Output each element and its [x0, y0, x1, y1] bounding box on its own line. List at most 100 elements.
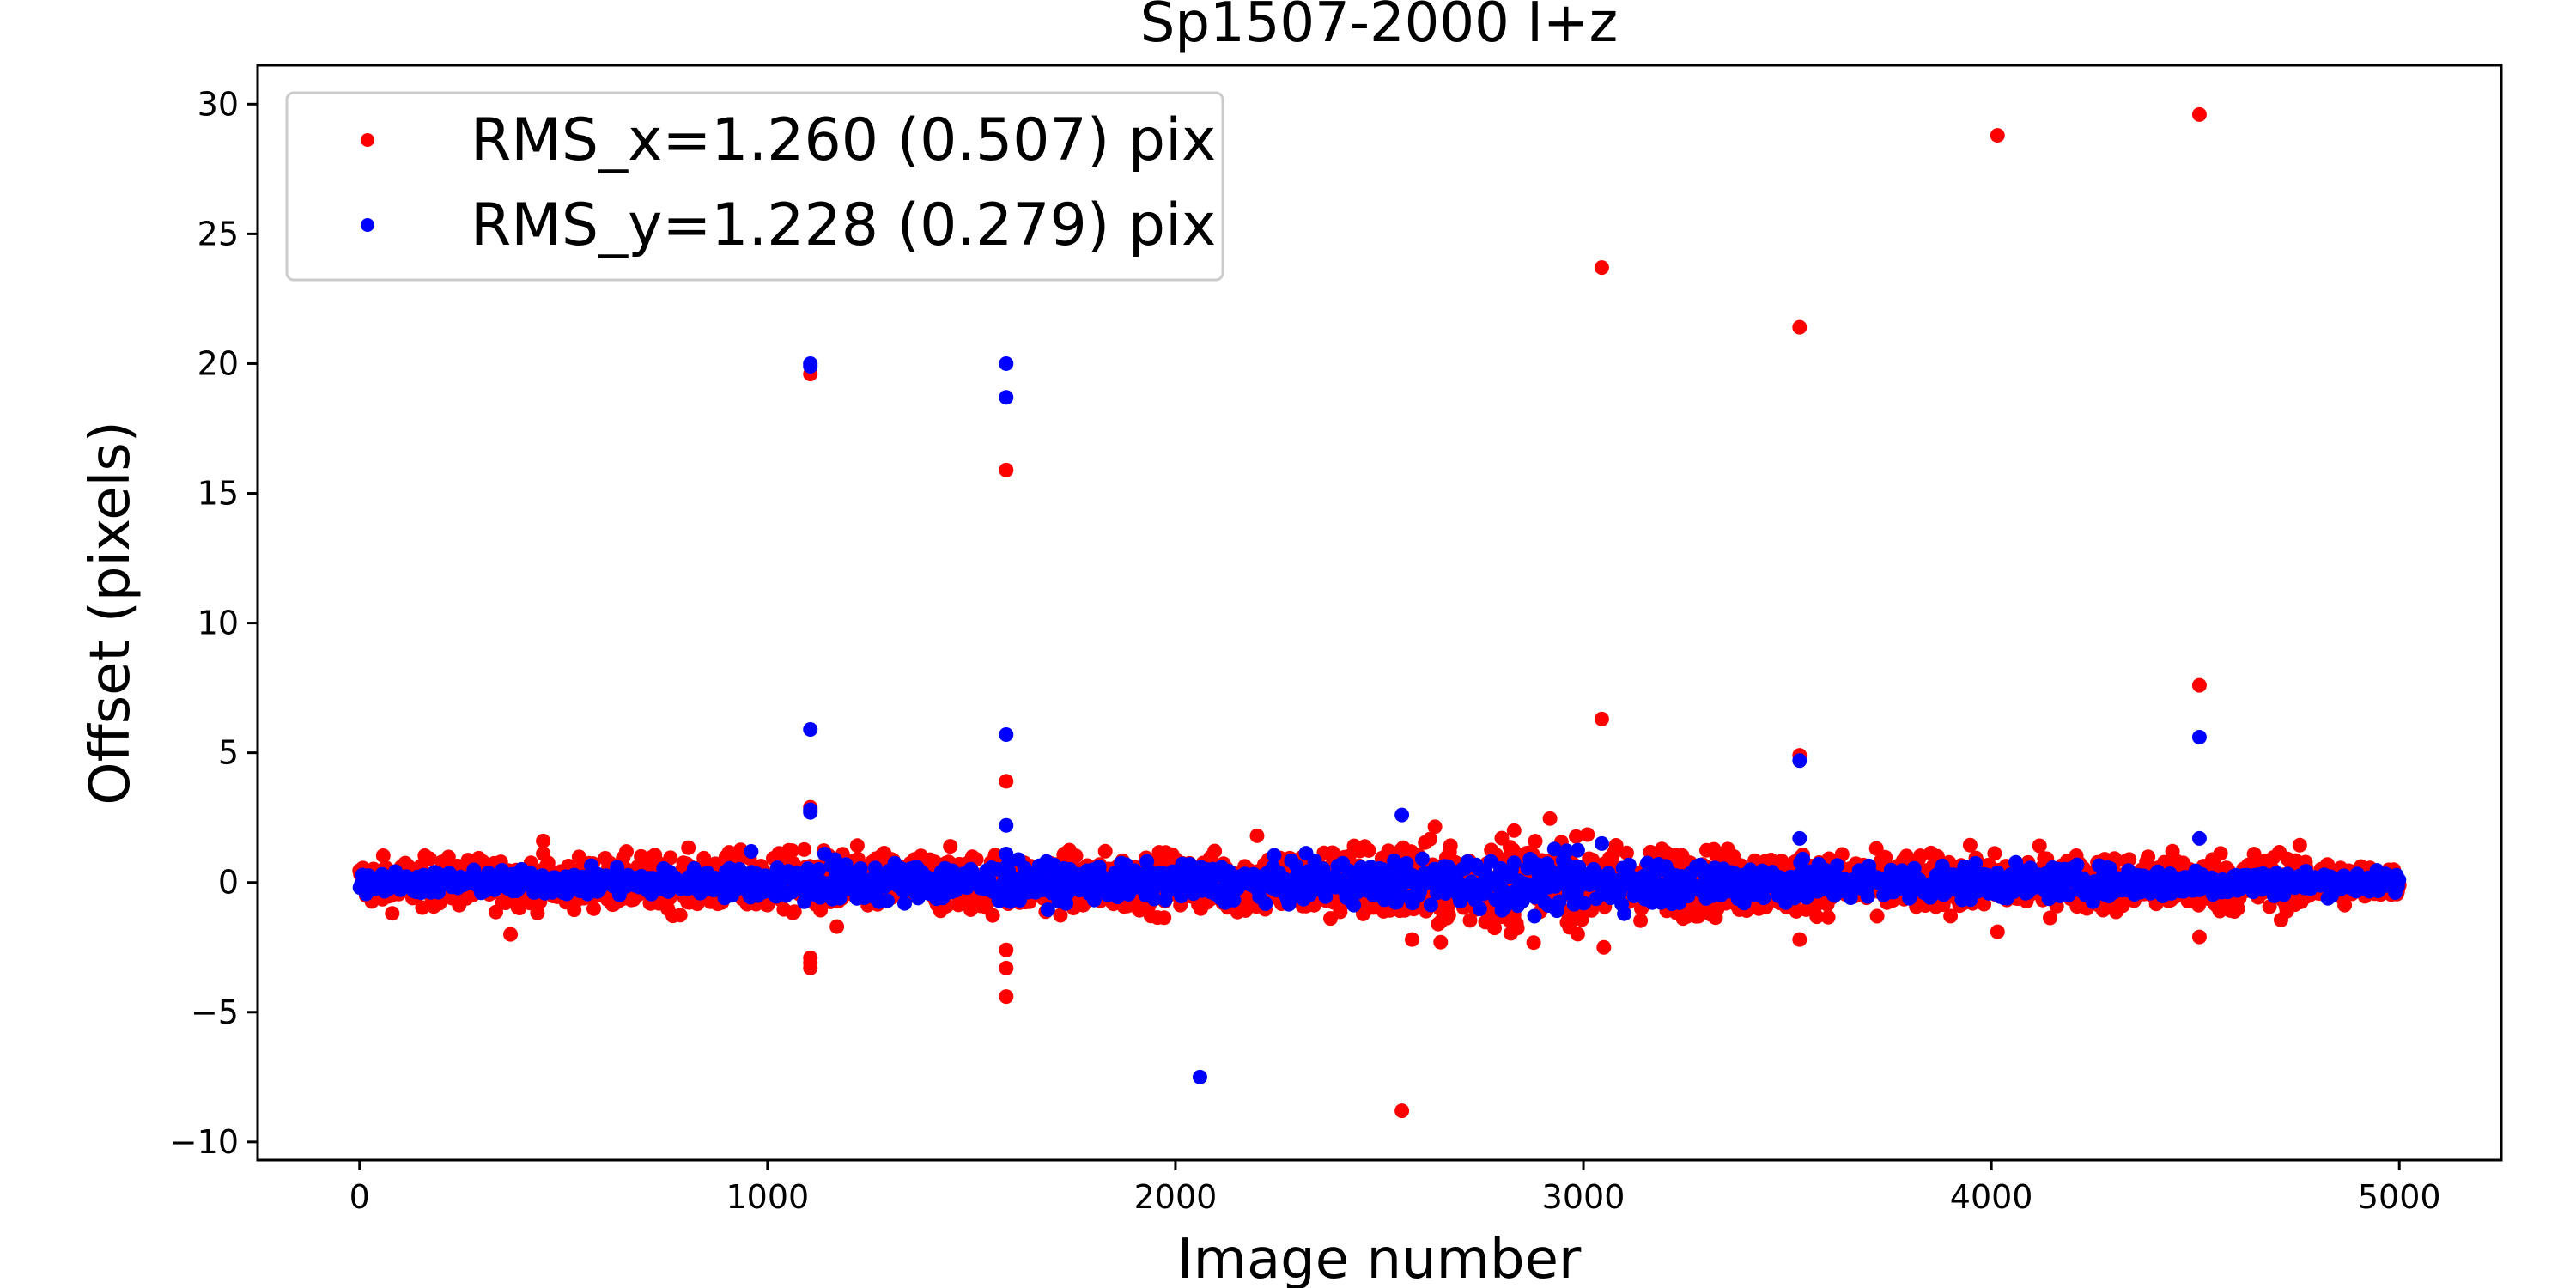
data-point-x: [1443, 838, 1458, 854]
data-point-y: [1830, 858, 1845, 873]
data-point-y: [2191, 830, 2207, 846]
data-point-x: [999, 942, 1014, 957]
y-tick-label: −5: [191, 993, 239, 1031]
x-axis-ticks: 0 1000 2000 3000 4000 5000: [349, 1160, 2441, 1216]
data-point-x: [1990, 924, 2005, 939]
data-point-x: [2141, 849, 2156, 865]
data-point-x: [1422, 831, 1437, 847]
data-point-x: [2191, 897, 2206, 913]
data-point-y: [897, 896, 912, 911]
data-point-x: [999, 989, 1014, 1005]
data-point-x: [1462, 913, 1478, 928]
data-point-y: [999, 817, 1014, 833]
data-point-x: [1990, 128, 2005, 143]
data-point-y: [999, 727, 1014, 743]
y-tick-label: 20: [197, 344, 239, 382]
x-tick-label: 3000: [1542, 1178, 1625, 1216]
data-point-x: [999, 462, 1014, 477]
legend-label-x: RMS_x=1.260 (0.507) pix: [471, 106, 1216, 174]
data-point-x: [2213, 846, 2228, 861]
x-tick-label: 5000: [2358, 1178, 2441, 1216]
data-point-x: [1394, 1103, 1410, 1119]
data-point-y: [1570, 842, 1585, 858]
data-point-x: [1596, 939, 1612, 955]
data-point-x: [1792, 932, 1807, 947]
data-point-y: [1389, 895, 1404, 910]
data-point-x: [1594, 711, 1609, 726]
data-point-x: [1325, 845, 1340, 860]
data-point-x: [1433, 934, 1449, 950]
data-point-x: [1594, 260, 1609, 276]
data-point-y: [1394, 807, 1410, 823]
data-point-y: [817, 846, 832, 861]
plot-frame: [256, 64, 2503, 1162]
data-point-y: [1527, 908, 1542, 924]
data-point-y: [2061, 887, 2076, 902]
data-point-y: [999, 846, 1014, 861]
y-tick-label: 0: [218, 864, 239, 902]
data-point-x: [1441, 908, 1456, 923]
data-point-x: [784, 843, 799, 859]
data-point-y: [1086, 892, 1102, 908]
data-point-x: [2043, 910, 2057, 926]
y-tick-label: 30: [197, 85, 239, 123]
data-point-x: [1820, 909, 1836, 925]
data-point-y: [1906, 860, 1922, 876]
data-point-x: [829, 919, 845, 934]
data-point-x: [1542, 811, 1558, 826]
legend: RMS_x=1.260 (0.507) pix RMS_y=1.228 (0.2…: [285, 91, 1224, 282]
data-point-y: [1546, 841, 1562, 857]
data-point-x: [2122, 852, 2137, 867]
data-point-x: [1868, 841, 1884, 856]
data-point-x: [2337, 897, 2353, 913]
y-tick-label: 15: [197, 475, 239, 513]
y-tick-label: 5: [218, 734, 239, 772]
data-point-x: [1405, 932, 1420, 947]
data-point-y: [999, 390, 1014, 405]
data-point-y: [1192, 1069, 1207, 1084]
data-point-y: [803, 805, 818, 820]
y-tick-label: 25: [197, 215, 239, 252]
data-point-y: [1040, 902, 1055, 917]
data-point-y: [2069, 857, 2085, 872]
data-point-x: [1962, 837, 1978, 853]
x-axis-label: Image number: [1177, 1228, 1582, 1288]
data-point-x: [1207, 843, 1223, 859]
data-point-y: [1506, 855, 1522, 871]
data-point-y: [853, 861, 868, 876]
data-point-y: [1182, 857, 1198, 872]
data-point-x: [536, 833, 551, 848]
data-point-x: [1361, 842, 1376, 858]
data-point-x: [999, 774, 1014, 789]
data-point-y: [1594, 835, 1609, 851]
data-point-x: [503, 927, 519, 942]
data-point-y: [880, 893, 895, 908]
data-point-y: [811, 862, 827, 877]
legend-marker-x: [361, 133, 374, 147]
data-point-y: [1146, 891, 1162, 907]
data-point-x: [1792, 319, 1807, 335]
data-point-x: [1097, 843, 1113, 859]
data-point-x: [530, 905, 545, 920]
data-point-x: [1633, 913, 1649, 928]
data-point-y: [1258, 896, 1273, 911]
data-point-x: [1608, 838, 1624, 853]
data-point-y: [1577, 896, 1591, 911]
data-point-x: [1580, 827, 1595, 842]
data-point-y: [1795, 851, 1811, 866]
data-point-y: [1860, 889, 1875, 904]
data-point-y: [1472, 902, 1487, 916]
data-point-y: [2391, 872, 2407, 888]
x-tick-label: 2000: [1134, 1178, 1218, 1216]
data-point-y: [803, 721, 818, 737]
x-tick-label: 0: [349, 1178, 370, 1216]
data-point-y: [1957, 859, 1972, 874]
data-point-x: [1528, 834, 1543, 849]
data-point-x: [415, 900, 430, 915]
data-point-y: [610, 860, 625, 875]
y-axis-label: Offset (pixels): [79, 421, 143, 805]
data-point-x: [1809, 909, 1825, 925]
y-axis-ticks: 30 25 20 15 10 5 0 −5 −10: [170, 85, 258, 1161]
data-point-x: [2191, 929, 2207, 945]
data-point-x: [2191, 106, 2207, 122]
